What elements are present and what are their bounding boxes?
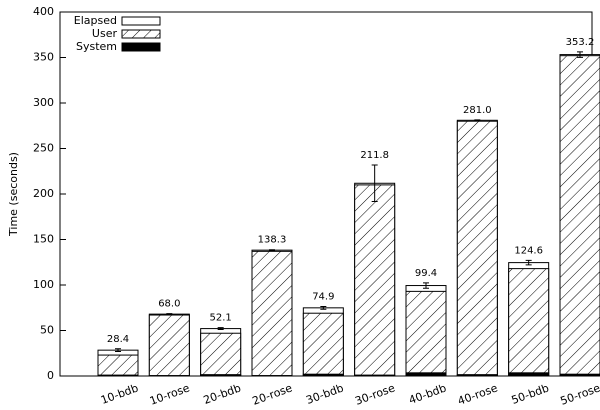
value-label: 211.8 — [360, 150, 389, 161]
error-bar — [269, 249, 275, 252]
bar-2 — [405, 372, 447, 377]
x-tick-label: 10-rose — [148, 381, 192, 407]
y-tick-label: 200 — [33, 187, 54, 200]
x-tick-label: 30-bdb — [304, 381, 345, 407]
error-bar — [474, 119, 481, 122]
x-tick-label: 40-rose — [456, 381, 500, 407]
y-tick-label: 0 — [47, 369, 54, 382]
value-label: 28.4 — [107, 334, 129, 345]
legend-swatch — [121, 16, 161, 26]
error-bar — [320, 305, 327, 310]
error-bar — [423, 282, 429, 289]
bar-1 — [559, 55, 600, 377]
value-label: 74.9 — [312, 291, 334, 302]
y-axis-label: Time (seconds) — [7, 152, 20, 237]
bar-2 — [302, 373, 344, 377]
y-tick-label: 400 — [33, 5, 54, 18]
value-label: 138.3 — [258, 235, 287, 246]
bar-2 — [456, 374, 498, 377]
error-bar — [371, 164, 378, 202]
bar-1 — [200, 332, 242, 377]
bar-1 — [456, 120, 498, 377]
legend-label: System — [76, 40, 117, 53]
error-bar — [217, 327, 224, 330]
y-tick-label: 150 — [33, 233, 54, 246]
y-tick-label: 350 — [33, 51, 54, 64]
error-bar — [166, 313, 173, 316]
x-tick-label: 50-rose — [559, 381, 600, 407]
x-tick-label: 50-bdb — [510, 381, 551, 407]
y-tick-label: 50 — [40, 324, 54, 337]
bar-2 — [200, 374, 242, 377]
bar-1 — [354, 184, 396, 377]
bar-1 — [508, 268, 550, 377]
value-label: 52.1 — [210, 313, 232, 324]
legend-swatch — [121, 42, 161, 52]
bar-2 — [559, 373, 600, 377]
x-tick-label: 20-bdb — [202, 381, 243, 407]
y-tick-label: 100 — [33, 278, 54, 291]
y-tick-label: 300 — [33, 96, 54, 109]
bar-1 — [148, 314, 190, 377]
x-tick-label: 40-bdb — [407, 381, 448, 407]
bar-1 — [97, 354, 139, 377]
bar-1 — [251, 250, 293, 377]
value-label: 124.6 — [514, 245, 543, 256]
bar-2 — [97, 374, 139, 377]
legend-swatch — [121, 29, 161, 39]
error-bar — [525, 259, 532, 266]
bar-2 — [354, 374, 396, 377]
y-tick-label: 250 — [33, 142, 54, 155]
bar-1 — [302, 312, 344, 377]
value-label: 281.0 — [463, 105, 492, 116]
x-tick-label: 10-bdb — [99, 381, 140, 407]
legend-label: User — [92, 27, 118, 40]
bar-2 — [508, 372, 550, 377]
error-bar — [577, 51, 583, 58]
value-label: 99.4 — [415, 268, 437, 279]
legend-label: Elapsed — [74, 14, 117, 27]
value-label: 68.0 — [158, 299, 180, 310]
error-bar — [115, 348, 121, 353]
value-label: 353.2 — [566, 37, 595, 48]
x-tick-label: 30-rose — [353, 381, 397, 407]
bar-1 — [405, 290, 447, 377]
x-tick-label: 20-rose — [251, 381, 295, 407]
